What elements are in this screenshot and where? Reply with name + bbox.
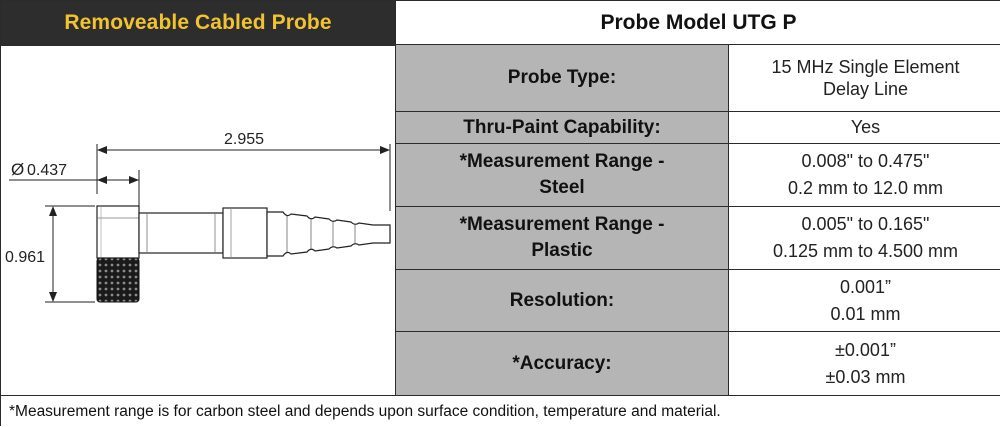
spec-row-thru-paint: Thru-Paint Capability: Yes [396,112,1000,144]
length-arrow-right [380,146,390,154]
spec-row-probe-type: Probe Type: 15 MHz Single Element Delay … [396,45,1000,112]
spec-label: Probe Type: [396,45,729,111]
probe-head [96,205,140,259]
spec-label: Thru-Paint Capability: [396,112,729,143]
probe-shaft [138,212,224,254]
diameter-arrow-left [97,176,107,184]
probe-drawing: 2.955 Ø 0.437 0.961 [5,131,391,303]
length-arrow-left [97,146,107,154]
footnote: *Measurement range is for carbon steel a… [1,395,1000,427]
footnote-text: *Measurement range is for carbon steel a… [9,402,721,420]
spec-label: *Measurement Range - Steel [396,144,729,206]
spec-value: 0.001” 0.01 mm [729,270,1000,331]
spec-label: *Measurement Range - Plastic [396,207,729,269]
spec-row-accuracy: *Accuracy: ±0.001” ±0.03 mm [396,332,1000,395]
spec-row-resolution: Resolution: 0.001” 0.01 mm [396,270,1000,332]
spec-value: 15 MHz Single Element Delay Line [729,45,1000,111]
spec-value: 0.008" to 0.475" 0.2 mm to 12.0 mm [729,144,1000,206]
probe-drawing-cell: 2.955 Ø 0.437 0.961 [1,45,395,395]
height-dimension-label: 0.961 [5,249,45,266]
spec-table: Probe Type: 15 MHz Single Element Delay … [395,45,1000,395]
height-arrow-top [49,206,57,216]
height-arrow-bottom [49,292,57,302]
spec-label: *Accuracy: [396,332,729,395]
diameter-dimension-label: 0.437 [27,162,67,179]
spec-label: Resolution: [396,270,729,331]
spec-row-range-plastic: *Measurement Range - Plastic 0.005" to 0.… [396,207,1000,270]
spec-value: ±0.001” ±0.03 mm [729,332,1000,395]
right-header: Probe Model UTG P [395,1,1000,45]
probe-strain-relief [266,211,391,257]
left-header: Removeable Cabled Probe [1,1,395,45]
spec-value: 0.005" to 0.165" 0.125 mm to 4.500 mm [729,207,1000,269]
spec-row-range-steel: *Measurement Range - Steel 0.008" to 0.47… [396,144,1000,207]
left-header-title: Removeable Cabled Probe [64,11,332,34]
probe-knurled-ring [96,257,140,303]
diameter-arrow-right [129,176,139,184]
right-header-title: Probe Model UTG P [600,10,797,34]
spec-value: Yes [729,112,1000,143]
diameter-symbol: Ø [11,160,24,179]
length-dimension-label: 2.955 [224,131,264,148]
probe-collar [222,207,268,259]
